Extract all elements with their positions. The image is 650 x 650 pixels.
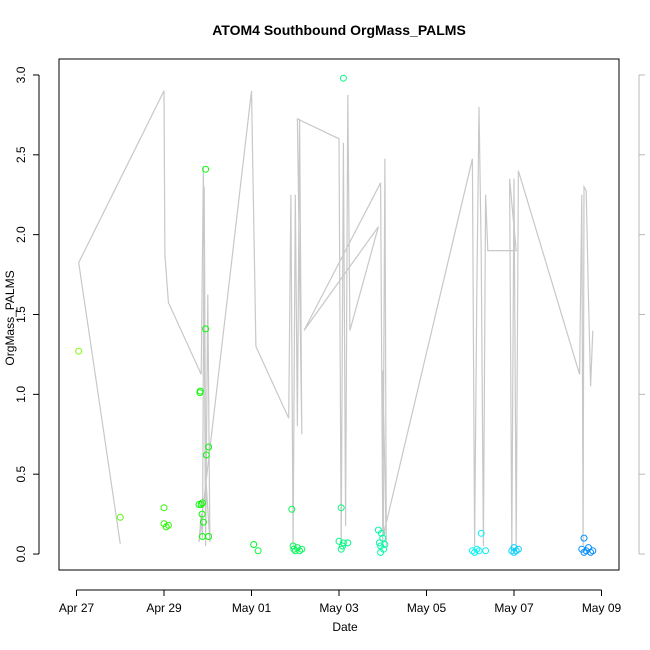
data-point	[339, 74, 347, 82]
data-point	[202, 165, 210, 173]
data-point	[514, 545, 522, 553]
data-point	[199, 499, 206, 507]
data-point	[473, 545, 481, 553]
data-point	[335, 537, 343, 545]
data-point	[344, 539, 352, 547]
left-tick-label: 1.5	[14, 306, 28, 323]
data-point	[202, 325, 210, 333]
data-point	[75, 347, 83, 355]
data-point	[580, 548, 588, 556]
data-point	[164, 521, 172, 529]
x-tick-label: May 07	[494, 601, 534, 615]
data-point	[199, 518, 207, 526]
left-tick-label: 0.5	[14, 466, 28, 483]
plot-frame	[58, 58, 620, 571]
right-axis-line-series	[78, 90, 594, 551]
data-point	[196, 387, 204, 395]
data-point	[377, 529, 385, 537]
left-tick-label: 1.0	[14, 386, 28, 403]
series-line	[78, 90, 594, 551]
data-point	[288, 505, 296, 513]
chart-title: ATOM4 Southbound OrgMass_PALMS	[212, 22, 466, 38]
x-tick-label: May 03	[319, 601, 359, 615]
data-point	[160, 504, 168, 512]
data-point	[339, 542, 346, 550]
data-point	[250, 541, 258, 548]
data-point	[339, 539, 347, 547]
left-tick-label: 0.0	[14, 545, 28, 562]
data-point	[482, 547, 490, 555]
data-point	[468, 547, 476, 555]
data-point	[381, 541, 389, 548]
data-point	[162, 523, 170, 531]
x-tick-label: May 05	[407, 601, 447, 615]
data-point	[589, 547, 597, 555]
data-point	[198, 510, 206, 518]
data-point	[512, 547, 520, 555]
left-tick-label: 2.0	[14, 226, 28, 243]
data-point	[587, 548, 595, 556]
axes: 0.00.51.01.52.02.53.00200040006000800010…	[14, 66, 645, 615]
data-point	[379, 534, 387, 542]
data-point	[195, 501, 203, 508]
x-tick-label: May 01	[232, 601, 272, 615]
data-point	[205, 443, 213, 451]
left-tick-label: 2.5	[14, 146, 28, 163]
data-point	[380, 545, 388, 553]
data-point	[337, 504, 345, 512]
point-series	[75, 74, 597, 556]
data-point	[202, 451, 210, 459]
x-tick-label: Apr 29	[146, 601, 182, 615]
left-tick-label: 3.0	[14, 66, 28, 83]
data-point	[580, 534, 588, 542]
data-point	[477, 529, 485, 537]
data-point	[298, 545, 306, 553]
x-tick-label: May 09	[582, 601, 622, 615]
y-axis-label: OrgMass_PALMS	[3, 270, 17, 365]
data-point	[205, 533, 213, 540]
x-tick-label: Apr 27	[59, 601, 95, 615]
data-point	[475, 547, 483, 555]
x-axis-label: Date	[332, 620, 358, 634]
data-point	[197, 501, 205, 508]
data-point	[337, 545, 345, 553]
data-point	[296, 547, 304, 555]
data-point	[116, 513, 124, 521]
data-point	[254, 547, 262, 555]
